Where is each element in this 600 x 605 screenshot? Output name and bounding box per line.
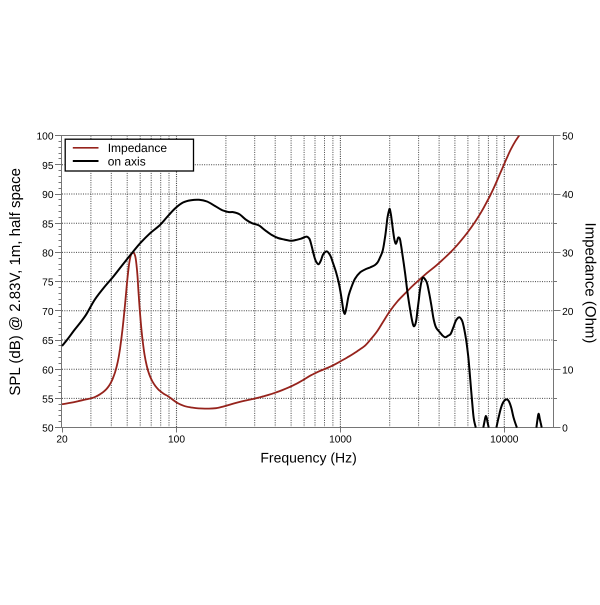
svg-text:90: 90	[42, 190, 54, 201]
svg-text:55: 55	[42, 395, 54, 406]
svg-text:50: 50	[562, 132, 574, 143]
svg-text:40: 40	[562, 190, 574, 201]
svg-text:85: 85	[42, 219, 54, 230]
svg-text:SPL (dB) @ 2.83V, 1m, half spa: SPL (dB) @ 2.83V, 1m, half space	[7, 168, 24, 396]
svg-text:100: 100	[168, 434, 185, 445]
svg-text:10: 10	[562, 365, 574, 376]
svg-text:95: 95	[42, 161, 54, 172]
svg-text:20: 20	[56, 434, 68, 445]
svg-text:30: 30	[562, 249, 574, 260]
svg-text:1000: 1000	[329, 434, 352, 445]
svg-text:0: 0	[562, 424, 568, 435]
svg-text:50: 50	[42, 424, 54, 435]
svg-text:10000: 10000	[490, 434, 519, 445]
svg-text:Frequency (Hz): Frequency (Hz)	[260, 449, 356, 465]
svg-text:100: 100	[37, 132, 54, 143]
svg-text:70: 70	[42, 307, 54, 318]
svg-text:20: 20	[562, 307, 574, 318]
svg-text:60: 60	[42, 365, 54, 376]
svg-text:on axis: on axis	[108, 154, 146, 168]
svg-text:Impedance: Impedance	[108, 141, 168, 155]
svg-text:80: 80	[42, 249, 54, 260]
svg-text:65: 65	[42, 336, 54, 347]
svg-text:75: 75	[42, 278, 54, 289]
svg-text:Impedance (Ohm): Impedance (Ohm)	[582, 223, 599, 344]
